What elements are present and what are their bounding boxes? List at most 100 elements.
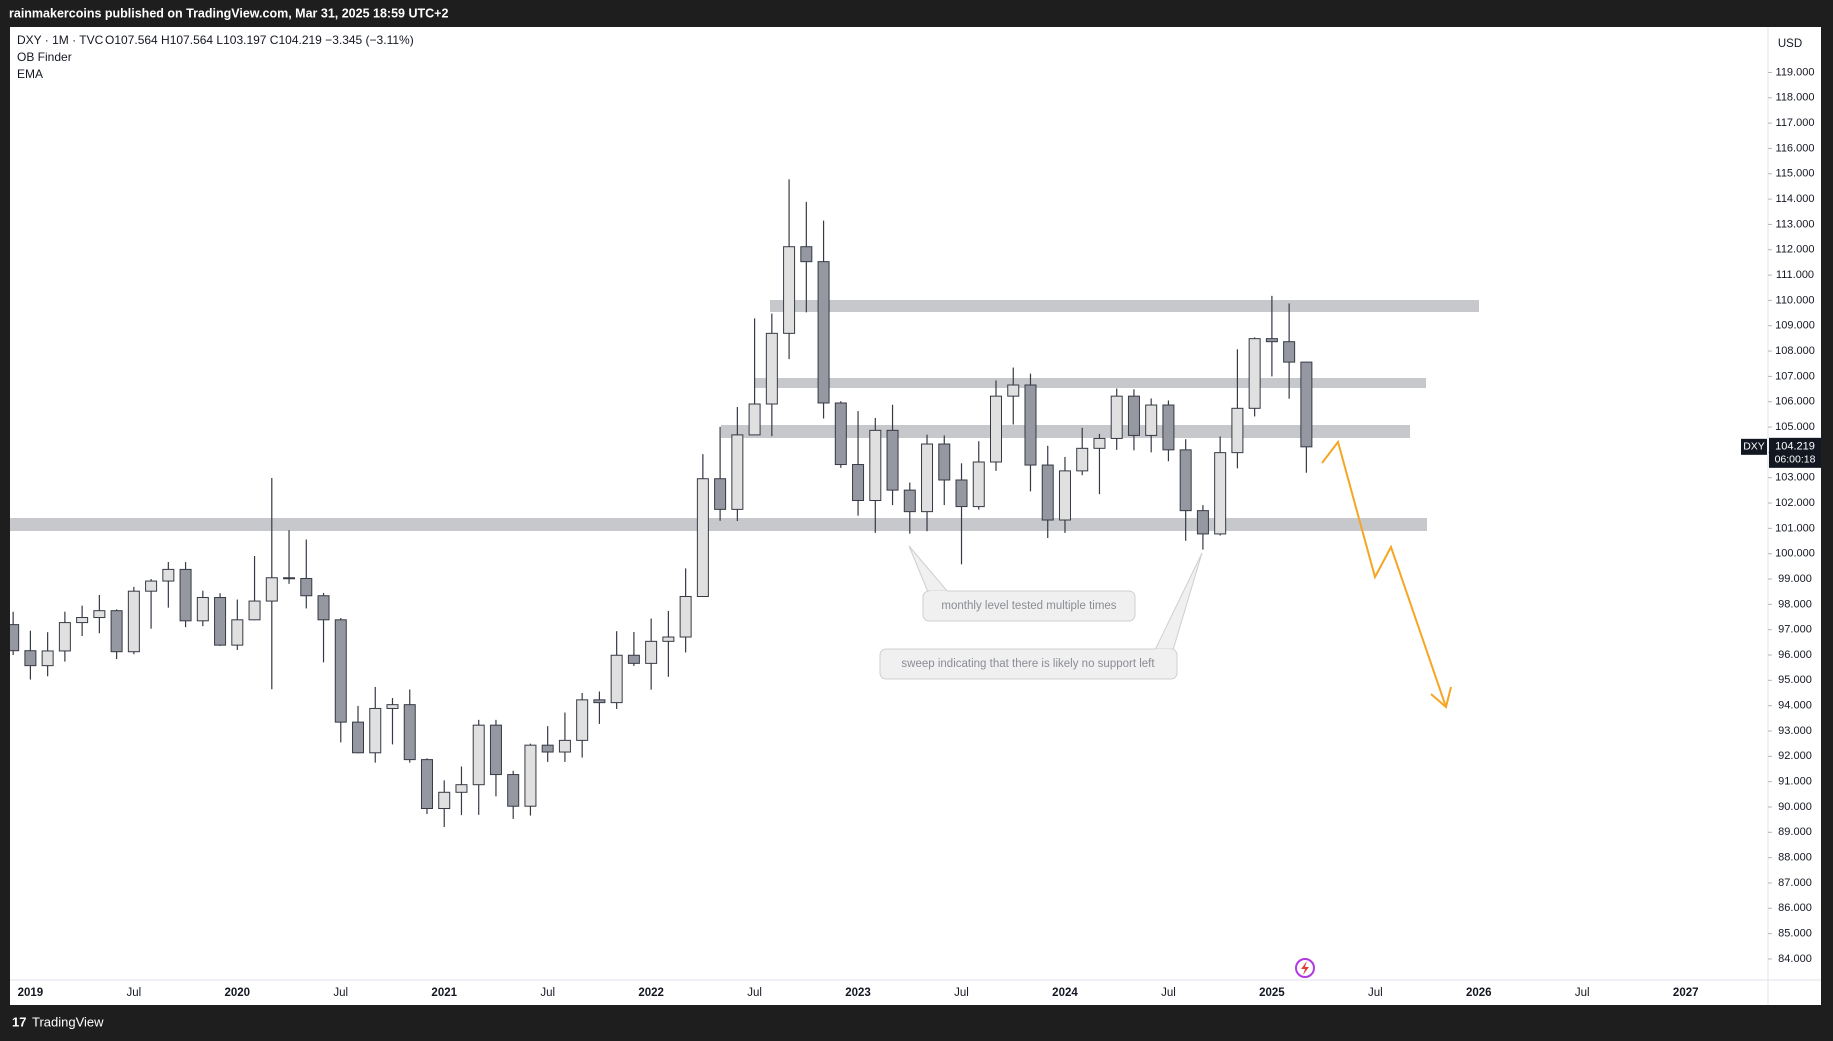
y-tick-label: 105.000: [1775, 421, 1815, 433]
y-tick-label: 88.000: [1778, 852, 1812, 864]
price-tag-value: 104.219: [1775, 441, 1815, 453]
y-tick-label: 119.000: [1776, 66, 1815, 78]
candle-body: [438, 791, 451, 810]
zone: [10, 518, 1427, 531]
candle-body: [214, 597, 227, 646]
candle-body: [834, 402, 847, 466]
x-tick-label: Jul: [540, 987, 555, 999]
candle-body: [127, 590, 140, 653]
x-tick-label: Jul: [126, 987, 141, 999]
projection-arrow: [1321, 439, 1447, 708]
candle-body: [24, 650, 37, 667]
candle-body: [196, 597, 209, 622]
candle-body: [576, 699, 589, 741]
chart-area: [10, 27, 1821, 1005]
y-tick-label: 113.000: [1776, 218, 1815, 230]
candle-body: [955, 479, 968, 508]
y-tick-label: 99.000: [1778, 573, 1812, 585]
candle-body: [317, 595, 330, 621]
candle-body: [455, 784, 468, 793]
y-tick-label: 114.000: [1776, 193, 1815, 205]
footer-logo: 17: [12, 1014, 26, 1029]
candle-body: [886, 429, 899, 491]
x-tick-label: Jul: [333, 987, 348, 999]
candle-body: [369, 707, 382, 754]
y-tick-label: 89.000: [1778, 826, 1812, 838]
y-tick-label: 87.000: [1778, 877, 1812, 889]
annotation: monthly level tested multiple times: [941, 600, 1116, 612]
candle-body: [145, 580, 158, 592]
y-tick-label: 103.000: [1775, 472, 1815, 484]
y-tick-label: 101.000: [1775, 522, 1815, 534]
candle-body: [507, 774, 520, 807]
x-tick-label: Jul: [954, 987, 969, 999]
y-tick-label: 115.000: [1776, 168, 1815, 180]
candle-body: [1127, 395, 1140, 436]
footer-bar: [0, 1005, 1833, 1041]
candle-body: [472, 724, 485, 786]
candle-body: [1076, 447, 1089, 472]
callout-box: [879, 648, 1178, 680]
x-tick-label: 2019: [18, 987, 44, 999]
y-tick-label: 90.000: [1778, 801, 1812, 813]
candle-body: [972, 461, 985, 508]
candle-body: [334, 619, 347, 723]
candle-body: [558, 739, 571, 753]
candle-body: [1283, 341, 1296, 363]
y-tick-label: 92.000: [1778, 750, 1812, 762]
candle-body: [1162, 404, 1175, 451]
candle-body: [1007, 384, 1020, 397]
y-tick-label: 96.000: [1778, 649, 1812, 661]
y-tick-label: 108.000: [1775, 345, 1815, 357]
candle-body: [300, 578, 313, 597]
candle-body: [921, 443, 934, 513]
candle-body: [248, 600, 261, 621]
y-tick-label: 86.000: [1778, 902, 1812, 914]
x-tick-label: 2023: [845, 987, 871, 999]
candle-body: [1093, 437, 1106, 449]
callout-box: [922, 590, 1136, 622]
candle-body: [386, 704, 399, 709]
x-tick-label: 2026: [1466, 987, 1492, 999]
y-tick-label: 116.000: [1776, 142, 1815, 154]
candle-body: [748, 403, 761, 436]
candle-body: [352, 721, 365, 754]
price-tag: [1769, 437, 1821, 468]
candle-body: [645, 640, 658, 664]
y-tick-label: 84.000: [1778, 953, 1812, 965]
candle-body: [1300, 361, 1313, 448]
candle-body: [783, 246, 796, 334]
y-tick-label: 117.000: [1776, 117, 1815, 129]
candle-body: [265, 577, 278, 602]
candle-body: [1110, 395, 1123, 439]
alert-icon[interactable]: [1295, 958, 1315, 978]
candle-body: [76, 617, 89, 624]
y-tick-label: 94.000: [1778, 700, 1812, 712]
candle-body: [1196, 510, 1209, 535]
y-tick-label: 118.000: [1776, 92, 1815, 104]
symbol-tag: [1741, 438, 1767, 455]
y-tick-label: 97.000: [1778, 624, 1812, 636]
y-tick-label: 107.000: [1775, 370, 1815, 382]
candle-body: [110, 610, 123, 653]
candle-body: [1058, 470, 1071, 521]
candle-body: [817, 261, 830, 404]
candle-body: [58, 622, 71, 652]
symbol-tag-label: DXY: [1743, 441, 1765, 453]
x-tick-label: 2024: [1052, 987, 1078, 999]
y-tick-label: 109.000: [1775, 320, 1815, 332]
alert-icon-bolt: [1301, 961, 1309, 975]
candle-body: [938, 443, 951, 481]
y-tick-label: 91.000: [1778, 776, 1812, 788]
candle-body: [662, 636, 675, 642]
y-tick-label: 98.000: [1778, 598, 1812, 610]
candle-body: [731, 434, 744, 510]
y-tick-label: 111.000: [1776, 269, 1814, 281]
x-tick-label: 2027: [1673, 987, 1699, 999]
candle-body: [541, 744, 554, 753]
candle-body: [593, 699, 606, 704]
x-tick-label: Jul: [1161, 987, 1176, 999]
candle-body: [41, 650, 54, 667]
candle-body: [1179, 449, 1192, 512]
legend-values: O107.564 H107.564 L103.197 C104.219 −3.3…: [105, 33, 414, 47]
